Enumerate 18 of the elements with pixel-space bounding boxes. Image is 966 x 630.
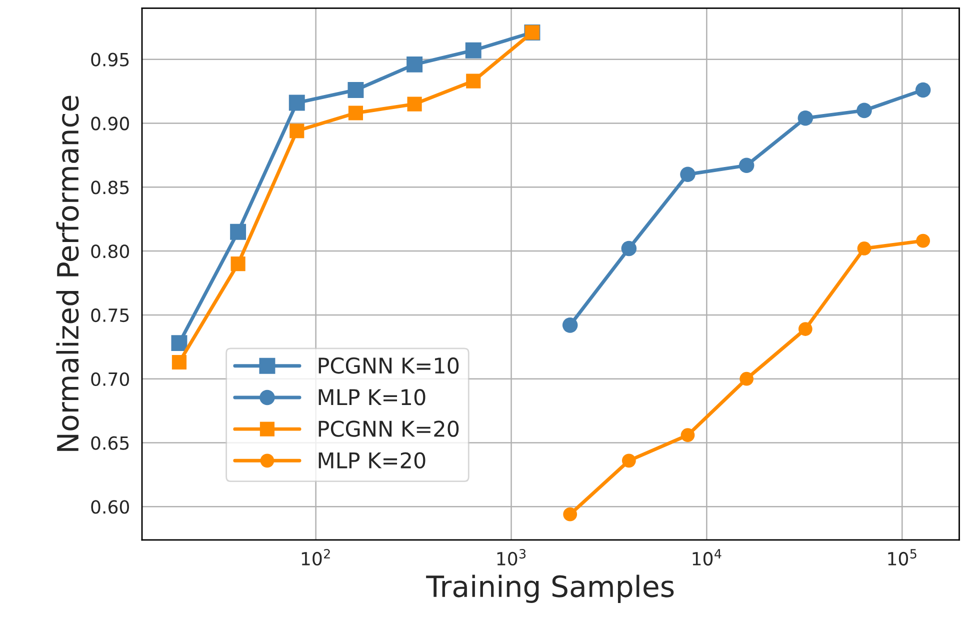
y-tick-label: 0.95 xyxy=(91,52,129,66)
y-tick-label: 0.85 xyxy=(91,180,129,194)
y-tick-label: 0.70 xyxy=(91,372,129,386)
legend-label: PCGNN K=20 xyxy=(318,420,459,437)
y-axis-title: Normalized Performance xyxy=(56,96,79,451)
legend-label: MLP K=10 xyxy=(318,389,426,406)
y-tick-label: 0.80 xyxy=(91,244,129,258)
x-tick-label: 10$^{5}$ xyxy=(888,549,916,566)
x-tick-label: 10$^{4}$ xyxy=(692,549,722,566)
y-tick-label: 0.65 xyxy=(91,436,129,450)
y-tick-label: 0.90 xyxy=(91,116,129,130)
x-tick-label: 10$^{2}$ xyxy=(302,549,330,566)
y-tick-label: 0.60 xyxy=(91,500,129,514)
x-axis-title: Training Samples xyxy=(426,574,674,603)
legend-label: PCGNN K=10 xyxy=(318,357,459,374)
y-tick-label: 0.75 xyxy=(91,308,129,322)
x-tick-label: 10$^{3}$ xyxy=(497,549,526,566)
legend-label: MLP K=20 xyxy=(318,452,426,469)
